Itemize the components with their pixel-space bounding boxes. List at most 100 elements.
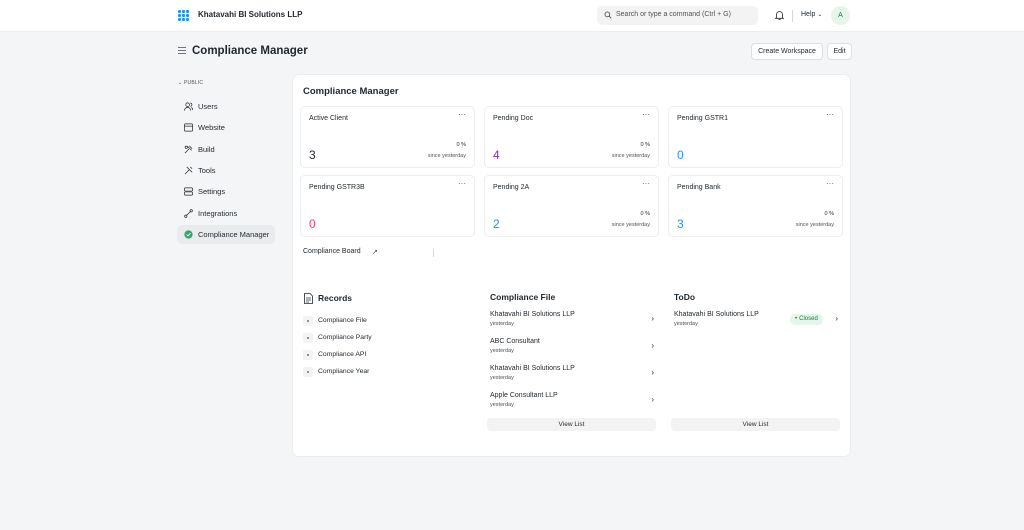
number-card-pending-bank[interactable]: Pending Bank ··· 3 0 % since yesterday [668,175,843,237]
number-card-since: since yesterday [795,222,834,228]
list-item-name: ABC Consultant [490,338,540,345]
list-item-date: yesterday [490,348,514,354]
number-card-active-client[interactable]: Active Client ··· 3 0 % since yesterday [300,106,475,168]
chevron-right-icon: › [651,395,654,404]
sidebar-item-tools[interactable]: Tools [177,161,275,180]
sidebar-toggle-icon[interactable] [178,47,186,56]
brand-name[interactable]: Khatavahi BI Solutions LLP [198,10,303,19]
edit-button[interactable]: Edit [827,43,852,60]
list-item[interactable]: Khatavahi BI Solutions LLP yesterday › [490,365,654,389]
list-item-date: yesterday [490,402,514,408]
search-icon [604,11,612,19]
number-card-since: since yesterday [611,222,650,228]
divider [792,10,793,22]
sidebar-item-label: Tools [198,166,216,175]
list-item[interactable]: Khatavahi BI Solutions LLP yesterday › [674,311,838,335]
number-card-value: 4 [493,148,500,162]
sidebar-item-users[interactable]: Users [177,97,275,116]
page-title: Compliance Manager [192,45,308,57]
sidebar-item-website[interactable]: Website [177,118,275,137]
list-item[interactable]: Apple Consultant LLP yesterday › [490,392,654,416]
todo-title: ToDo [674,292,696,302]
create-workspace-button[interactable]: Create Workspace [751,43,823,60]
check-circle-icon [184,230,193,239]
sidebar-section-public[interactable]: ⌄ PUBLIC [178,80,203,86]
external-link-icon[interactable]: ↗ [372,249,378,256]
workspace-title: Compliance Manager [303,86,399,97]
more-options-icon[interactable]: ··· [458,110,466,119]
bullet-icon [303,333,313,343]
list-item-date: yesterday [490,375,514,381]
top-navbar: Khatavahi BI Solutions LLP Search or typ… [0,0,1024,32]
more-options-icon[interactable]: ··· [826,110,834,119]
help-dropdown[interactable]: Help ⌄ [801,11,822,18]
sidebar-item-compliance-manager[interactable]: Compliance Manager [177,225,275,244]
chevron-down-icon: ⌄ [817,12,823,18]
users-icon [184,102,193,111]
list-item-name: Khatavahi BI Solutions LLP [674,311,759,318]
number-card-value: 2 [493,217,500,231]
number-card-percent: 0 % [824,211,834,217]
number-card-percent: 0 % [640,142,650,148]
list-item-name: Apple Consultant LLP [490,392,558,399]
bullet-icon [303,316,313,326]
view-list-button[interactable]: View List [671,418,840,431]
sidebar-item-settings[interactable]: Settings [177,182,275,201]
sidebar-item-integrations[interactable]: Integrations [177,204,275,223]
number-card-pending-doc[interactable]: Pending Doc ··· 4 0 % since yesterday [484,106,659,168]
number-card-since: since yesterday [611,153,650,159]
compliance-board-link[interactable]: Compliance Board [303,248,361,255]
sidebar-item-label: Settings [198,187,226,196]
number-card-title: Pending GSTR3B [309,184,365,191]
avatar[interactable]: A [831,6,850,25]
number-card-title: Pending GSTR1 [677,115,728,122]
chevron-down-icon: ⌄ [178,80,184,86]
chevron-right-icon: › [651,368,654,377]
chevron-right-icon: › [651,314,654,323]
app-logo-icon[interactable] [178,10,189,21]
more-options-icon[interactable]: ··· [642,110,650,119]
help-label: Help [801,11,816,18]
record-link-label: Compliance File [318,317,367,324]
sidebar-item-build[interactable]: Build [177,140,275,159]
more-options-icon[interactable]: ··· [458,179,466,188]
list-item-date: yesterday [490,321,514,327]
build-icon [184,145,193,154]
more-options-icon[interactable]: ··· [826,179,834,188]
number-card-value: 3 [309,148,316,162]
chevron-right-icon: › [835,314,838,323]
number-card-value: 0 [677,148,684,162]
number-card-pending-2a[interactable]: Pending 2A ··· 2 0 % since yesterday [484,175,659,237]
divider [433,249,434,257]
document-icon [304,293,313,304]
notification-bell-icon[interactable] [775,10,784,20]
sidebar-item-label: Integrations [198,209,238,218]
record-link-label: Compliance Year [318,368,370,375]
list-item[interactable]: Khatavahi BI Solutions LLP yesterday › [490,311,654,335]
more-options-icon[interactable]: ··· [642,179,650,188]
number-card-percent: 0 % [456,142,466,148]
list-item-date: yesterday [674,321,698,327]
records-title: Records [318,293,353,303]
search-bar[interactable]: Search or type a command (Ctrl + G) [597,6,758,25]
number-card-title: Pending 2A [493,184,530,191]
view-list-button[interactable]: View List [487,418,656,431]
number-card-title: Pending Bank [677,184,721,191]
number-card-title: Pending Doc [493,115,534,122]
list-item[interactable]: ABC Consultant yesterday › [490,338,654,362]
sidebar-item-label: Website [198,123,225,132]
sidebar-item-label: Compliance Manager [198,230,270,239]
number-card-percent: 0 % [640,211,650,217]
sidebar-item-label: Build [198,145,215,154]
sidebar-section-label: PUBLIC [183,80,204,86]
number-card-value: 0 [309,217,316,231]
number-card-pending-gstr3b[interactable]: Pending GSTR3B ··· 0 [300,175,475,237]
number-card-value: 3 [677,217,684,231]
record-link-label: Compliance Party [318,334,372,341]
number-card-pending-gstr1[interactable]: Pending GSTR1 ··· 0 [668,106,843,168]
record-link-label: Compliance API [318,351,367,358]
bullet-icon [303,367,313,377]
number-card-since: since yesterday [427,153,466,159]
status-badge: Closed [790,314,823,325]
chevron-right-icon: › [651,341,654,350]
